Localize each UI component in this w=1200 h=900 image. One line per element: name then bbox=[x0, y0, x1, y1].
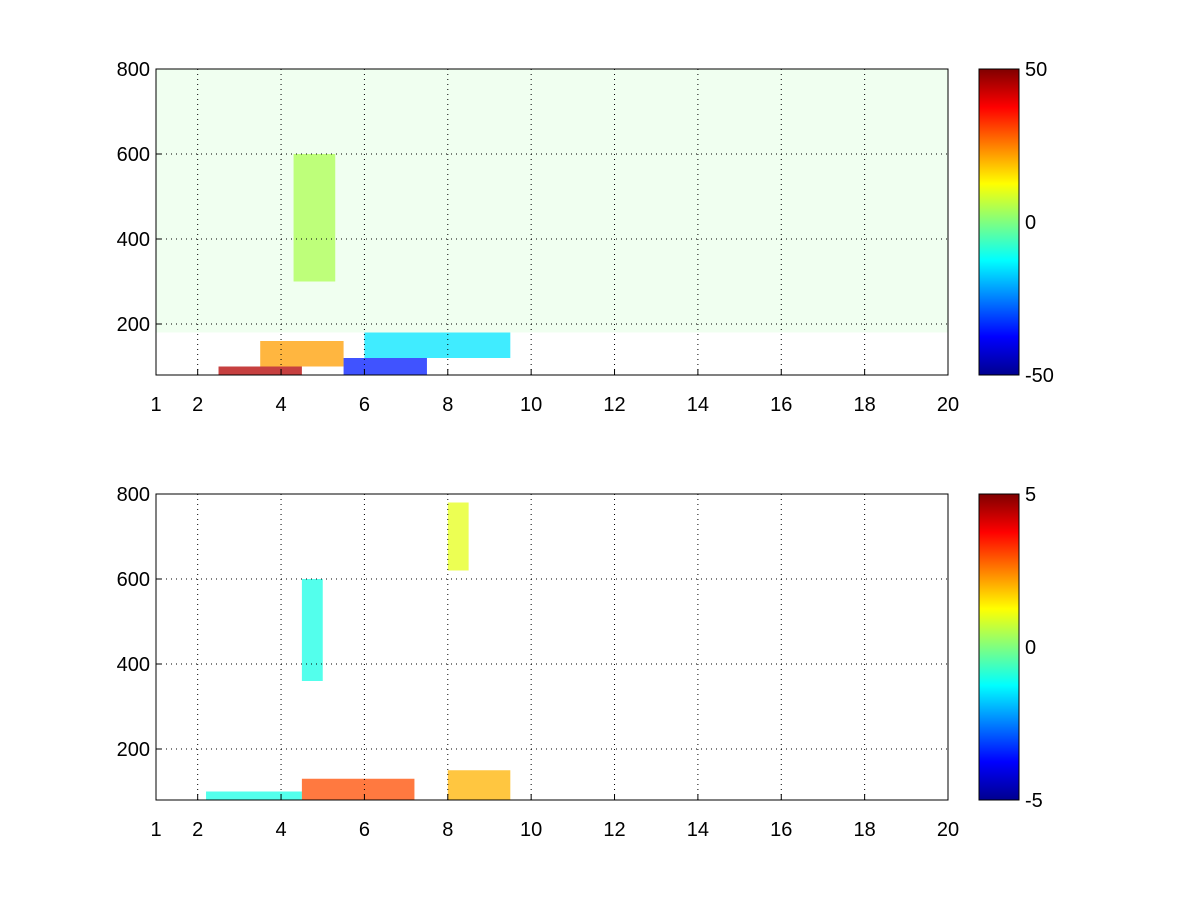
x-tick-label: 12 bbox=[603, 394, 625, 416]
colorbar bbox=[978, 493, 1020, 801]
colorbar-tick-label: -50 bbox=[1025, 365, 1054, 387]
x-tick-labels: 1 2 4 6 8 10 12 14 16 18 20 bbox=[150, 394, 959, 416]
x-tick-label: 14 bbox=[687, 819, 709, 841]
x-tick-label: 18 bbox=[854, 819, 876, 841]
colorbar-tick-label: -5 bbox=[1025, 790, 1043, 812]
x-tick-label: 8 bbox=[442, 394, 453, 416]
heatmap-cells bbox=[206, 502, 511, 800]
heatmap-region bbox=[260, 341, 344, 367]
x-tick-label: 6 bbox=[359, 819, 370, 841]
x-tick-label: 16 bbox=[770, 819, 792, 841]
y-tick-label: 400 bbox=[117, 229, 150, 251]
grid-lines bbox=[155, 493, 949, 800]
heatmap-region bbox=[301, 579, 323, 681]
heatmap-region bbox=[364, 332, 511, 358]
plot-area bbox=[156, 494, 948, 800]
heatmap-region bbox=[301, 778, 415, 800]
colorbar-tick-labels: 50 0 -50 bbox=[1025, 59, 1054, 387]
y-tick-label: 200 bbox=[117, 314, 150, 336]
heatmap-region bbox=[447, 770, 511, 800]
y-tick-label: 600 bbox=[117, 144, 150, 166]
x-tick-label: 14 bbox=[687, 394, 709, 416]
x-tick-label: 20 bbox=[937, 819, 959, 841]
heatmap-region bbox=[206, 791, 302, 800]
heatmap-region bbox=[447, 502, 469, 571]
x-tick-label: 1 bbox=[150, 819, 161, 841]
x-tick-label: 2 bbox=[192, 394, 203, 416]
x-tick-label: 12 bbox=[603, 819, 625, 841]
y-tick-label: 600 bbox=[117, 569, 150, 591]
x-tick-label: 20 bbox=[937, 394, 959, 416]
heatmap-region bbox=[293, 154, 336, 282]
colorbar-tick-label: 0 bbox=[1025, 212, 1036, 234]
y-tick-label: 800 bbox=[117, 59, 150, 81]
y-tick-label: 800 bbox=[117, 484, 150, 506]
x-tick-label: 10 bbox=[520, 819, 542, 841]
y-tick-labels: 200 400 600 800 bbox=[117, 59, 150, 336]
x-tick-label: 4 bbox=[275, 394, 286, 416]
x-tick-labels: 1 2 4 6 8 10 12 14 16 18 20 bbox=[150, 819, 959, 841]
x-tick-label: 1 bbox=[150, 394, 161, 416]
x-tick-label: 2 bbox=[192, 819, 203, 841]
colorbar-tick-labels: 5 0 -5 bbox=[1025, 484, 1043, 812]
x-tick-label: 16 bbox=[770, 394, 792, 416]
x-tick-label: 18 bbox=[854, 394, 876, 416]
y-tick-label: 200 bbox=[117, 739, 150, 761]
y-tick-labels: 200 400 600 800 bbox=[117, 484, 150, 761]
axes-box bbox=[155, 68, 949, 376]
x-tick-label: 10 bbox=[520, 394, 542, 416]
axes-box bbox=[155, 493, 949, 801]
colorbar-tick-label: 50 bbox=[1025, 59, 1047, 81]
heatmap-region bbox=[343, 358, 427, 375]
heatmap-region bbox=[156, 69, 948, 333]
x-tick-label: 4 bbox=[275, 819, 286, 841]
colorbar bbox=[978, 68, 1020, 376]
colorbar-tick-label: 0 bbox=[1025, 637, 1036, 659]
heatmap-region bbox=[218, 366, 302, 375]
x-tick-label: 6 bbox=[359, 394, 370, 416]
colorbar-tick-label: 5 bbox=[1025, 484, 1036, 506]
x-tick-label: 8 bbox=[442, 819, 453, 841]
heatmap-cells bbox=[156, 69, 948, 375]
y-tick-label: 400 bbox=[117, 654, 150, 676]
